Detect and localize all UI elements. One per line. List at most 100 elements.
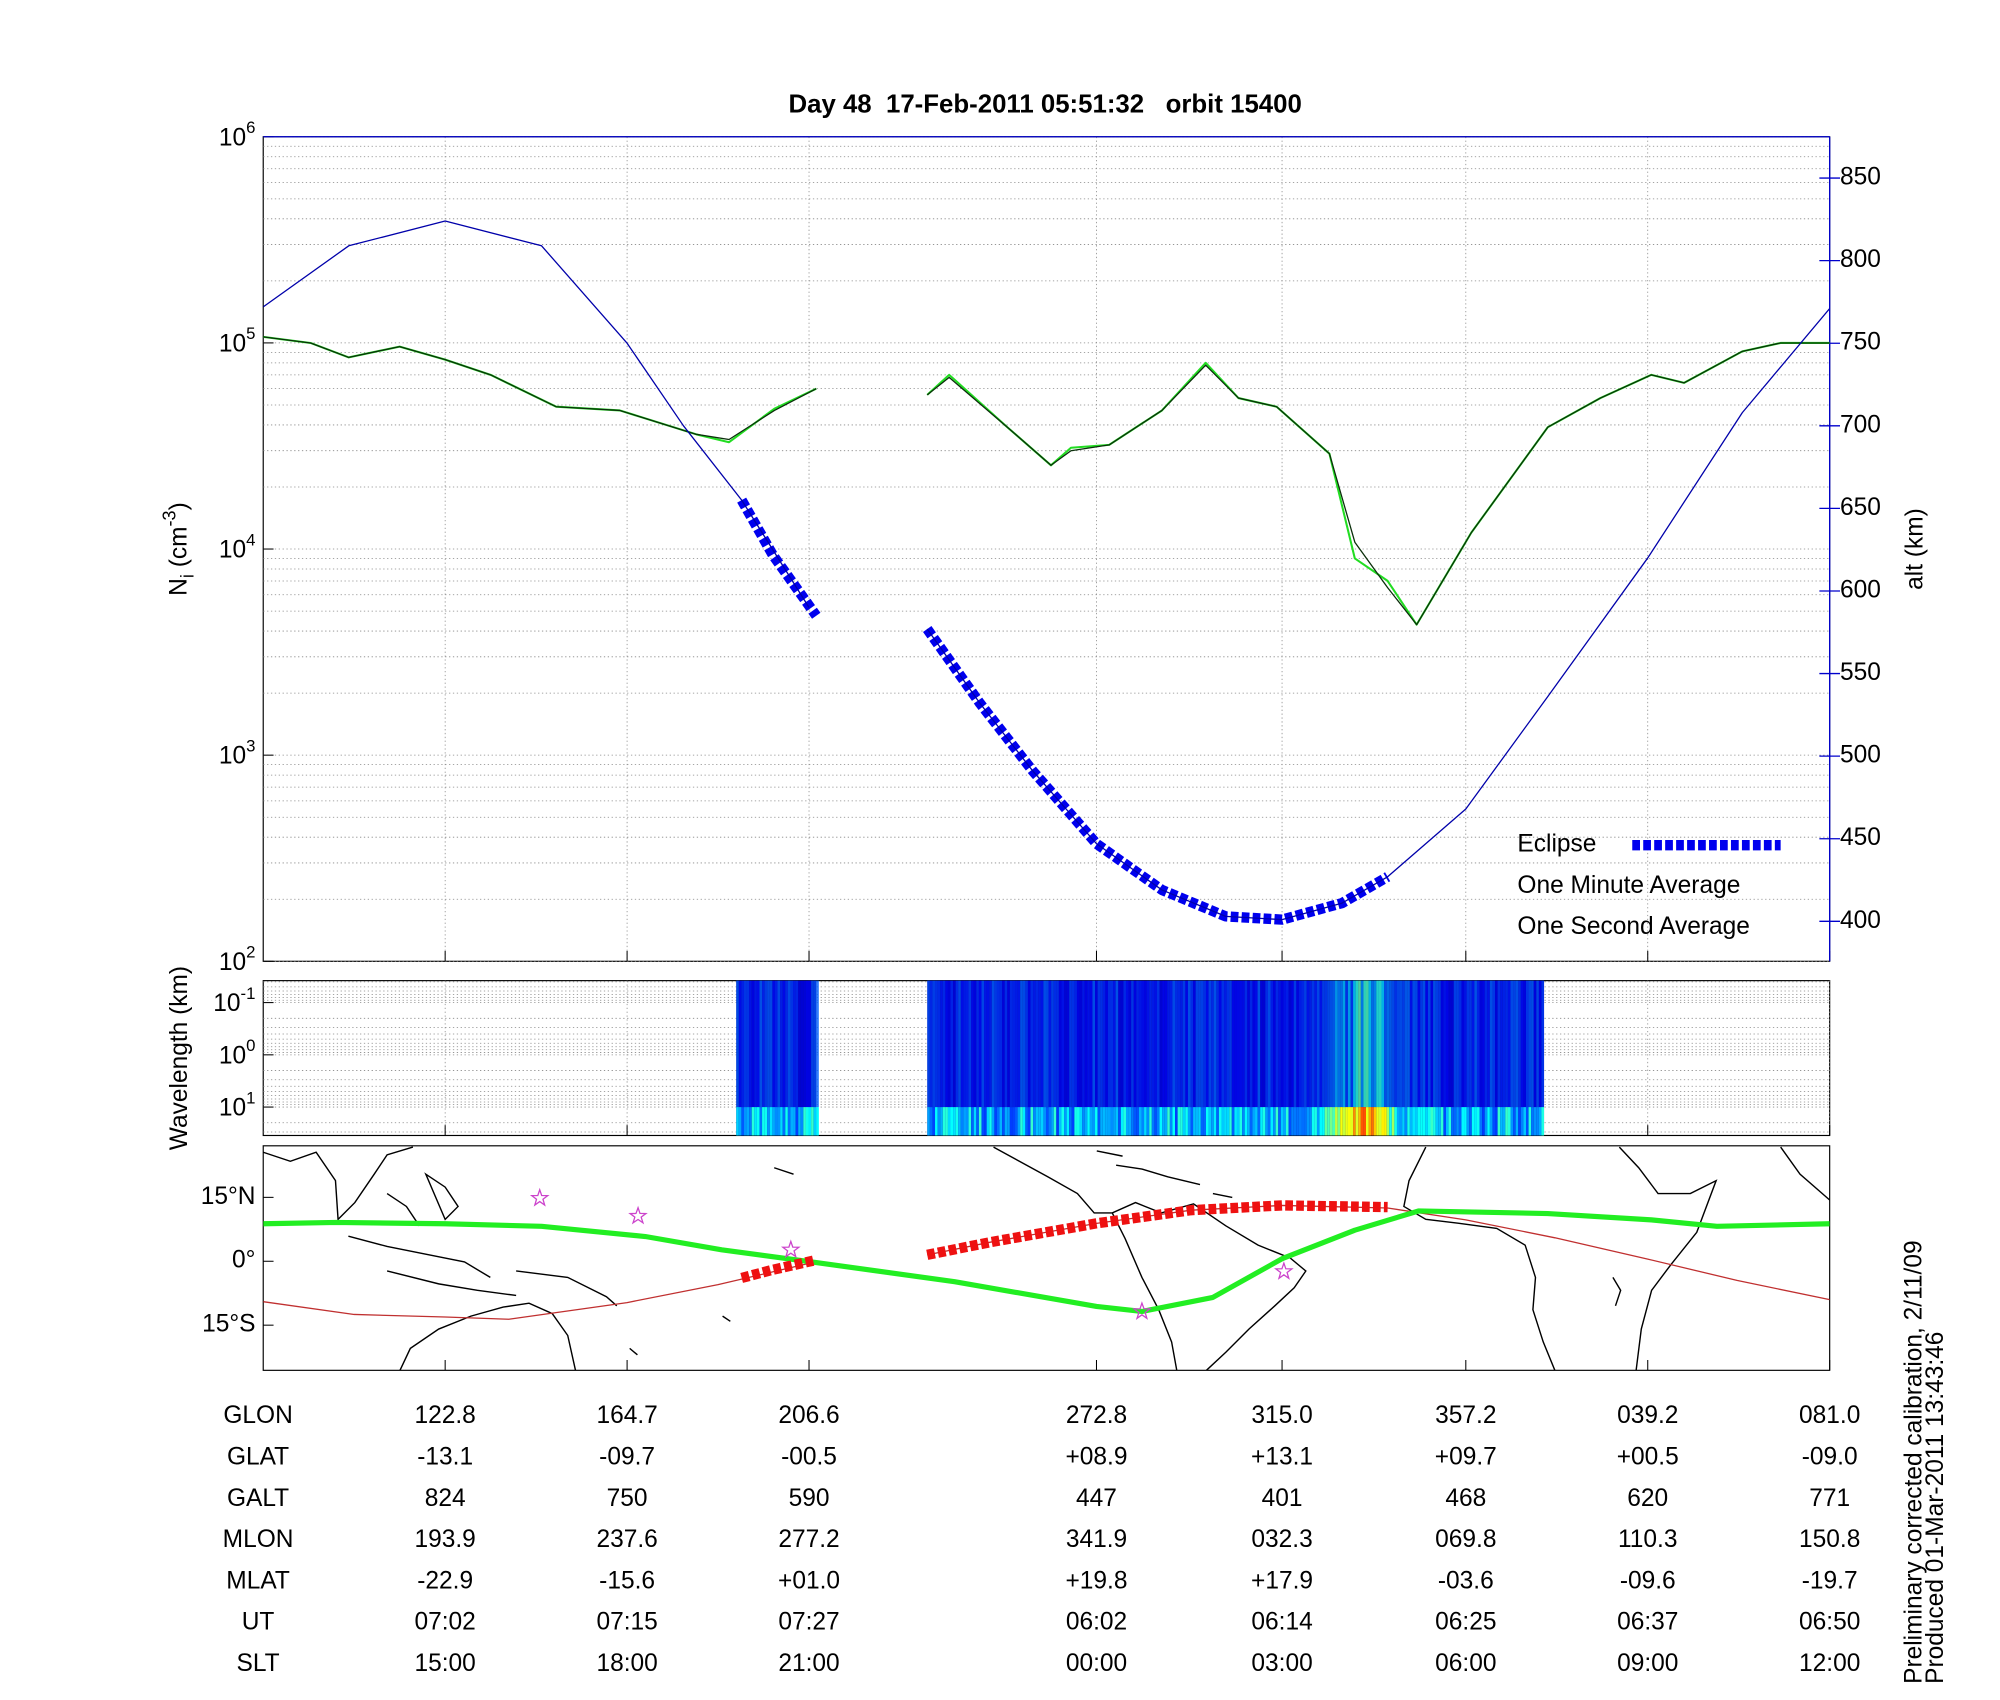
texture-column	[927, 980, 930, 1108]
y2-tick-label: 800	[1840, 246, 1881, 273]
texture-low	[1445, 1107, 1449, 1136]
texture-column	[1376, 980, 1379, 1108]
texture-low	[1443, 1107, 1446, 1136]
texture-column	[1536, 980, 1539, 1108]
texture-column	[1273, 980, 1276, 1108]
texture-low	[1309, 1107, 1312, 1136]
texture-column	[738, 980, 742, 1108]
texture-low	[1296, 1107, 1299, 1136]
texture-low	[1004, 1107, 1008, 1136]
texture-column	[756, 980, 760, 1108]
texture-low	[785, 1107, 788, 1136]
texture-low	[1525, 1107, 1529, 1136]
label-unit: (cm	[166, 526, 193, 574]
table-cell: -19.7	[1802, 1567, 1858, 1594]
texture-column	[1231, 980, 1235, 1108]
texture-column	[1172, 980, 1176, 1108]
texture-low	[1461, 1107, 1465, 1136]
table-cell: 07:15	[596, 1609, 657, 1636]
texture-low	[1113, 1107, 1116, 1136]
texture-column	[1167, 980, 1170, 1108]
table-cell: 06:14	[1251, 1609, 1312, 1636]
texture-low	[1105, 1107, 1108, 1136]
table-cell: +19.8	[1065, 1567, 1127, 1594]
texture-low	[1311, 1107, 1315, 1136]
texture-low	[1371, 1107, 1374, 1136]
texture-column	[1200, 980, 1204, 1108]
texture-column	[1440, 980, 1444, 1108]
texture-column	[772, 980, 775, 1108]
texture-column	[1332, 980, 1336, 1108]
texture-column	[1156, 980, 1160, 1108]
texture-column	[1461, 980, 1465, 1108]
texture-low	[1340, 1107, 1343, 1136]
texture-low	[960, 1107, 964, 1136]
table-cell: 039.2	[1617, 1402, 1678, 1429]
texture-column	[1422, 980, 1426, 1108]
data-line	[263, 220, 1830, 921]
texture-low	[1430, 1107, 1434, 1136]
texture-column	[1466, 980, 1470, 1108]
data-line	[263, 336, 1830, 626]
track-line	[263, 1208, 1830, 1315]
panel-frames	[262, 136, 1831, 1371]
tick-base: 10	[219, 1043, 246, 1070]
texture-low	[774, 1107, 778, 1136]
texture-column	[1275, 980, 1279, 1108]
texture-column	[1365, 980, 1369, 1108]
row-label: GALT	[227, 1485, 289, 1512]
table-cell: -09.6	[1620, 1567, 1676, 1594]
texture-low	[981, 1107, 985, 1136]
texture-low	[1507, 1107, 1511, 1136]
texture-column	[971, 980, 974, 1108]
texture-column	[1525, 980, 1529, 1108]
tick-exponent: 1	[246, 1089, 255, 1108]
texture-column	[1193, 980, 1196, 1108]
texture-column	[1100, 980, 1103, 1108]
texture-column	[1154, 980, 1157, 1108]
texture-column	[1151, 980, 1155, 1108]
texture-low	[743, 1107, 747, 1136]
texture-column	[1342, 980, 1346, 1108]
table-cell: 06:37	[1617, 1609, 1678, 1636]
table-cell: 277.2	[778, 1526, 839, 1553]
texture-low	[1291, 1107, 1294, 1136]
texture-low	[1497, 1107, 1501, 1136]
texture-low	[1156, 1107, 1160, 1136]
texture-column	[1133, 980, 1137, 1108]
texture-low	[1169, 1107, 1173, 1136]
texture-column	[1322, 980, 1325, 1108]
texture-low	[1012, 1107, 1016, 1136]
texture-column	[769, 980, 773, 1108]
texture-low	[1358, 1107, 1361, 1136]
table-cell: 21:00	[778, 1650, 839, 1677]
y-tick-label: 102	[219, 943, 256, 976]
texture-column	[1030, 980, 1034, 1108]
texture-column	[1448, 980, 1452, 1108]
texture-low	[816, 1107, 819, 1136]
texture-low	[1172, 1107, 1176, 1136]
texture-column	[1216, 980, 1219, 1108]
texture-low	[1084, 1107, 1088, 1136]
texture-column	[1531, 980, 1534, 1108]
texture-column	[800, 980, 804, 1108]
texture-column	[1412, 980, 1416, 1108]
row-label: SLT	[237, 1650, 280, 1677]
y-tick-label: 15°N	[201, 1183, 256, 1210]
tick-exponent: 3	[246, 737, 255, 756]
texture-low	[1536, 1107, 1539, 1136]
texture-column	[1327, 980, 1330, 1108]
texture-column	[1203, 980, 1206, 1108]
texture-column	[1113, 980, 1116, 1108]
texture-low	[1167, 1107, 1170, 1136]
tick-base: 10	[219, 331, 246, 358]
texture-low	[940, 1107, 943, 1136]
texture-column	[1087, 980, 1090, 1108]
texture-column	[1296, 980, 1299, 1108]
texture-low	[1306, 1107, 1310, 1136]
texture-low	[955, 1107, 959, 1136]
track-line	[740, 1200, 1388, 1283]
texture-column	[1443, 980, 1446, 1108]
texture-low	[971, 1107, 974, 1136]
texture-low	[1484, 1107, 1488, 1136]
